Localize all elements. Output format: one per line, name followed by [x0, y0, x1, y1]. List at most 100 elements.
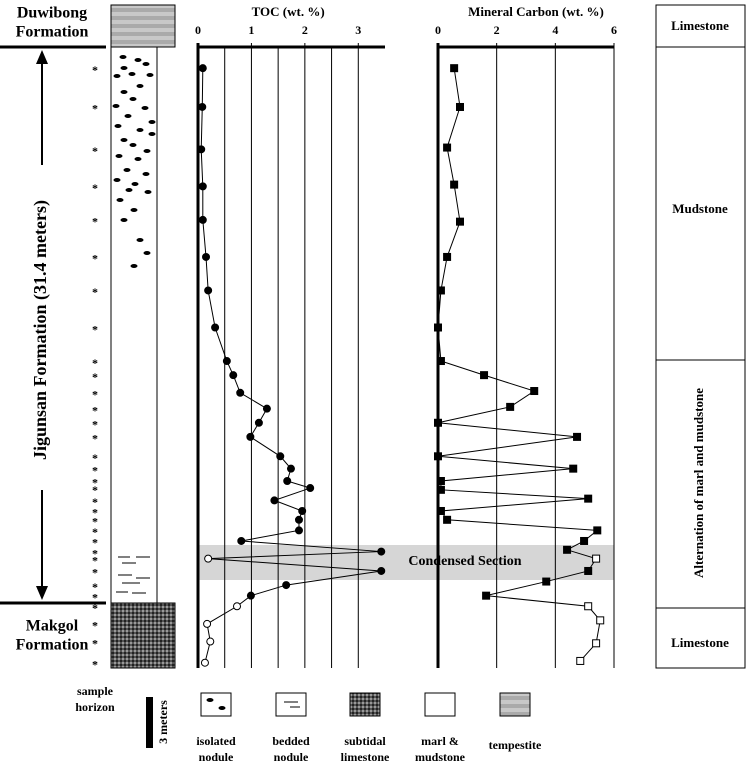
data-point — [596, 616, 605, 625]
nodule — [113, 74, 121, 78]
sample-horizon: * — [92, 515, 98, 529]
data-point — [443, 515, 452, 524]
legend-label: bedded — [272, 734, 310, 748]
formation-label: Formation — [16, 637, 89, 654]
sample-horizon: * — [92, 388, 98, 402]
sample-horizon: * — [92, 403, 98, 417]
data-point — [282, 581, 291, 590]
sample-horizon: * — [92, 356, 98, 370]
legend-swatch — [499, 692, 531, 717]
data-point — [204, 554, 213, 563]
charts: TOC (wt. %)0 1 2 3*************************… — [92, 4, 617, 671]
legend-swatch — [349, 692, 381, 717]
formation-label: Jigunsan Formation (31.4 meters) — [30, 200, 51, 460]
sample-horizon: * — [92, 476, 98, 490]
data-point — [198, 182, 207, 191]
data-point — [377, 566, 386, 575]
data-line — [200, 68, 382, 663]
data-point — [542, 577, 551, 586]
sample-horizon: * — [92, 636, 98, 650]
nodule — [116, 198, 124, 202]
x-tick-label: 4 — [552, 23, 558, 37]
nodule — [148, 120, 156, 124]
nodule — [134, 157, 142, 161]
nodule — [143, 149, 151, 153]
sample-horizon: * — [92, 215, 98, 229]
sample-horizon: * — [92, 495, 98, 509]
legend-label: nodule — [199, 750, 234, 764]
nodule — [120, 90, 128, 94]
data-point — [593, 526, 602, 535]
data-point — [236, 388, 245, 397]
nodule — [130, 264, 138, 268]
sample-horizon: * — [92, 553, 98, 567]
nodule — [129, 143, 137, 147]
data-point — [456, 217, 464, 226]
data-point — [246, 432, 255, 441]
unit-box — [655, 607, 746, 669]
nodule — [120, 218, 128, 222]
data-point — [237, 536, 246, 545]
data-point — [377, 547, 386, 556]
unit-box — [655, 46, 746, 361]
data-point — [298, 506, 307, 515]
data-point — [563, 545, 572, 554]
nodule — [120, 66, 128, 70]
nodule — [128, 72, 136, 76]
legend-swatch — [200, 692, 232, 717]
nodule — [125, 188, 133, 192]
legend-label: sample — [77, 684, 114, 698]
legend-label: nodule — [274, 750, 309, 764]
data-point — [480, 371, 489, 380]
data-point — [211, 323, 220, 332]
sample-horizon: * — [92, 536, 98, 550]
data-point — [506, 402, 515, 411]
nodule — [112, 104, 120, 108]
nodule — [144, 190, 152, 194]
data-point — [270, 496, 279, 505]
sample-horizon: * — [92, 252, 98, 266]
nodules — [112, 55, 156, 594]
data-point — [198, 64, 207, 73]
mudstone-column — [110, 46, 158, 604]
legend-swatch — [206, 698, 214, 702]
legend-swatch — [275, 692, 307, 717]
data-point — [584, 494, 593, 503]
chart-title: TOC (wt. %) — [252, 4, 325, 19]
data-point — [434, 323, 442, 332]
legend-label: marl & — [421, 734, 459, 748]
x-tick-label: 2 — [494, 23, 500, 37]
formation-label: Duwibong — [17, 5, 87, 22]
formation-label: Makgol — [26, 618, 79, 635]
data-point — [569, 464, 578, 473]
data-point — [434, 452, 442, 461]
legend-label: subtidal — [344, 734, 386, 748]
nodule — [130, 208, 138, 212]
data-point — [443, 143, 452, 152]
unit-label: Limestone — [671, 18, 729, 33]
sample-horizon: * — [92, 322, 98, 336]
data-point — [294, 515, 303, 524]
data-point — [233, 602, 242, 611]
legend-label: tempestite — [489, 738, 542, 752]
data-point — [202, 252, 211, 261]
sample-horizon: * — [92, 102, 98, 116]
data-point — [286, 464, 295, 473]
data-point — [436, 286, 445, 295]
data-point — [198, 215, 207, 224]
sample-horizon: * — [92, 590, 98, 604]
unit-label: Mudstone — [672, 201, 728, 216]
sample-horizon: * — [92, 525, 98, 539]
data-point — [222, 357, 231, 366]
nodule — [142, 172, 150, 176]
unit-label: Limestone — [671, 635, 729, 650]
sample-horizon: * — [92, 619, 98, 633]
nodule — [115, 154, 123, 158]
sample-horizon: * — [92, 370, 98, 384]
data-point — [580, 536, 589, 545]
data-line — [437, 68, 601, 662]
sample-horizon: * — [92, 566, 98, 580]
limestone-block — [110, 602, 176, 669]
legend-label: limestone — [341, 750, 390, 764]
